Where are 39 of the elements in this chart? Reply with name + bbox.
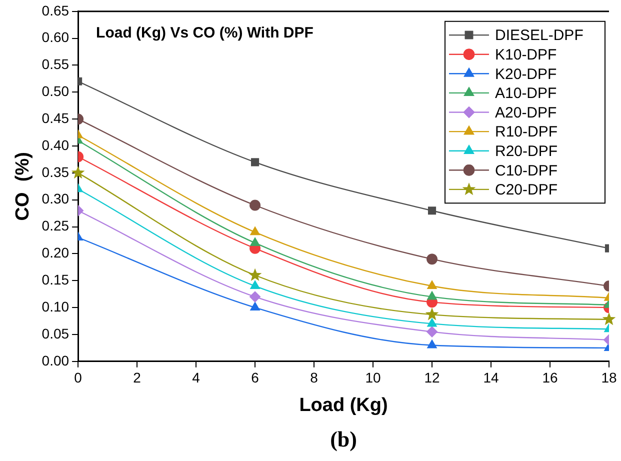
x-tick-label: 12 — [424, 370, 440, 386]
x-tick-label: 14 — [483, 370, 500, 386]
y-tick-label: 0.50 — [42, 83, 70, 100]
y-tick-label: 0.60 — [42, 29, 70, 46]
legend-label: A20-DPF — [495, 104, 557, 122]
x-axis-title: Load (Kg) — [299, 394, 388, 416]
y-tick-label: 0.55 — [42, 56, 70, 72]
legend-label: K20-DPF — [495, 66, 557, 83]
x-tick-label: 18 — [601, 370, 617, 386]
x-tick-label: 10 — [365, 370, 382, 386]
legend-label: K10-DPF — [495, 46, 557, 64]
x-tick-label: 16 — [542, 370, 558, 386]
point — [248, 268, 262, 281]
legend-label: A10-DPF — [495, 85, 557, 102]
y-tick-label: 0.20 — [42, 244, 70, 261]
y-tick-label: 0.35 — [42, 164, 70, 180]
y-tick-label: 0.40 — [42, 136, 70, 153]
legend-label: C20-DPF — [495, 182, 558, 199]
x-tick-label: 8 — [310, 370, 318, 386]
y-tick-label: 0.45 — [42, 110, 70, 126]
y-tick-label: 0.30 — [42, 190, 70, 207]
point — [425, 308, 439, 320]
legend-label: R10-DPF — [495, 124, 558, 141]
x-tick-label: 6 — [251, 370, 260, 386]
legend-label: C10-DPF — [495, 162, 558, 180]
y-tick-label: 0.05 — [42, 325, 70, 342]
y-tick-label: 0.25 — [42, 218, 70, 234]
x-tick-label: 4 — [192, 370, 200, 386]
text: Load (Kg) Vs CO (%) With DPF — [96, 24, 314, 42]
y-tick-label: 0.65 — [42, 2, 70, 18]
y-tick-label: 0.10 — [42, 298, 70, 314]
y-tick-label: 0.00 — [42, 352, 70, 368]
x-tick-label: 0 — [74, 370, 82, 386]
legend-label: R20-DPF — [495, 142, 558, 160]
x-tick-label: 2 — [133, 370, 142, 386]
legend-label: DIESEL-DPF — [495, 27, 584, 44]
y-tick-label: 0.15 — [42, 271, 70, 288]
y-axis-title: CO (%) — [12, 152, 34, 221]
text: (b) — [330, 426, 357, 452]
